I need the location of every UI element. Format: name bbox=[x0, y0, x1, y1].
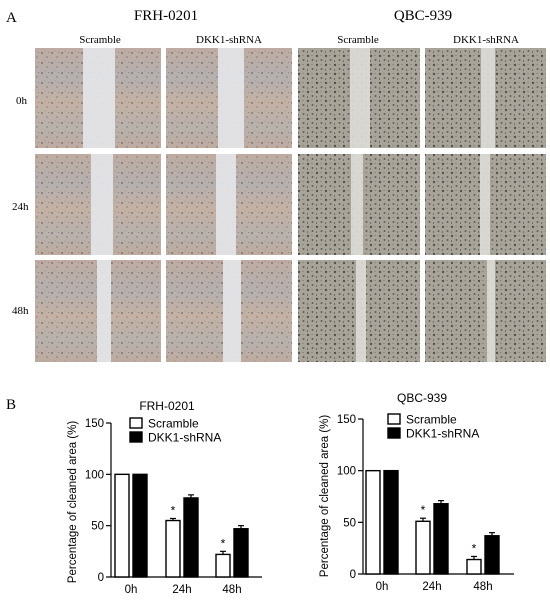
legend-label: DKK1-shRNA bbox=[406, 427, 479, 441]
legend-swatch bbox=[387, 427, 401, 439]
wound-gap bbox=[97, 260, 111, 362]
panel-a-label: A bbox=[6, 10, 17, 26]
significance-marker: * bbox=[421, 503, 426, 517]
group-title-qbc: QBC-939 bbox=[394, 8, 452, 24]
x-tick-label: 24h bbox=[172, 584, 191, 596]
bar-scramble bbox=[114, 473, 130, 578]
wound-gap bbox=[83, 48, 115, 148]
column-header: DKK1-shRNA bbox=[196, 34, 262, 46]
bar-dkk1-shrna bbox=[484, 535, 500, 575]
bar-chart-frh: FRH-0201 Percentage of cleaned area (%) … bbox=[67, 399, 262, 596]
wound-gap bbox=[350, 48, 370, 148]
x-tick-label: 48h bbox=[473, 581, 492, 593]
bar-scramble bbox=[215, 553, 231, 578]
wound-gap bbox=[481, 48, 495, 148]
y-axis-label: Percentage of cleaned area (%) bbox=[67, 421, 79, 584]
wound-gap bbox=[356, 260, 366, 362]
micrograph-tile bbox=[425, 48, 546, 148]
row-label: 0h bbox=[16, 95, 28, 107]
y-tick-label: 150 bbox=[85, 418, 104, 430]
micrograph-tile bbox=[425, 260, 546, 362]
legend-swatch bbox=[129, 417, 143, 429]
group-title-frh: FRH-0201 bbox=[134, 8, 198, 24]
micrograph-grid bbox=[35, 48, 546, 362]
bar-scramble bbox=[165, 519, 181, 578]
x-tick-label: 48h bbox=[222, 584, 241, 596]
x-tick-label: 0h bbox=[376, 581, 389, 593]
y-tick-label: 50 bbox=[91, 521, 104, 533]
bar-dkk1-shrna bbox=[132, 473, 148, 578]
y-axis-label: Percentage of cleaned area (%) bbox=[319, 415, 331, 578]
column-header: Scramble bbox=[337, 34, 379, 46]
chart-title: QBC-939 bbox=[397, 391, 447, 405]
wound-gap bbox=[480, 154, 490, 255]
wound-gap bbox=[218, 48, 244, 148]
significance-marker: * bbox=[472, 541, 477, 555]
wound-gap bbox=[223, 260, 241, 362]
micrograph-tile bbox=[35, 260, 161, 362]
wound-gap bbox=[487, 260, 495, 362]
bar-scramble bbox=[365, 469, 381, 575]
micrograph-tile bbox=[298, 260, 420, 362]
legend-label: Scramble bbox=[406, 413, 457, 427]
micrograph-tile bbox=[35, 154, 161, 255]
y-tick-label: 50 bbox=[343, 517, 356, 529]
legend-swatch bbox=[129, 431, 143, 443]
x-tick-label: 24h bbox=[422, 581, 441, 593]
x-tick-label: 0h bbox=[125, 584, 138, 596]
legend-swatch bbox=[387, 413, 401, 425]
micrograph-tile bbox=[166, 154, 292, 255]
micrograph-tile bbox=[298, 48, 420, 148]
y-tick-label: 0 bbox=[98, 572, 104, 584]
bar-dkk1-shrna bbox=[433, 503, 449, 575]
y-tick-label: 100 bbox=[337, 466, 356, 478]
y-tick-label: 0 bbox=[350, 569, 356, 581]
y-tick-label: 100 bbox=[85, 469, 104, 481]
bar-dkk1-shrna bbox=[233, 528, 249, 578]
column-header: DKK1-shRNA bbox=[453, 34, 519, 46]
bar-dkk1-shrna bbox=[383, 469, 399, 575]
bar-scramble bbox=[466, 558, 482, 575]
micrograph-tile bbox=[166, 260, 292, 362]
bar-scramble bbox=[415, 520, 431, 575]
wound-gap bbox=[91, 154, 113, 255]
significance-marker: * bbox=[171, 503, 176, 517]
micrograph-tile bbox=[166, 48, 292, 148]
significance-marker: * bbox=[221, 536, 226, 550]
legend-label: Scramble bbox=[148, 417, 199, 431]
bar-dkk1-shrna bbox=[183, 497, 199, 578]
row-label: 48h bbox=[12, 305, 29, 317]
wound-gap bbox=[216, 154, 236, 255]
wound-gap bbox=[351, 154, 363, 255]
chart-title: FRH-0201 bbox=[139, 399, 195, 413]
micrograph-tile bbox=[298, 154, 420, 255]
panel-b-label: B bbox=[6, 397, 16, 413]
y-tick-label: 150 bbox=[337, 414, 356, 426]
micrograph-tile bbox=[35, 48, 161, 148]
column-header: Scramble bbox=[79, 34, 121, 46]
legend-label: DKK1-shRNA bbox=[148, 431, 221, 445]
bar-chart-qbc: QBC-939 Percentage of cleaned area (%) 0… bbox=[319, 391, 514, 593]
row-label: 24h bbox=[12, 201, 29, 213]
micrograph-tile bbox=[425, 154, 546, 255]
